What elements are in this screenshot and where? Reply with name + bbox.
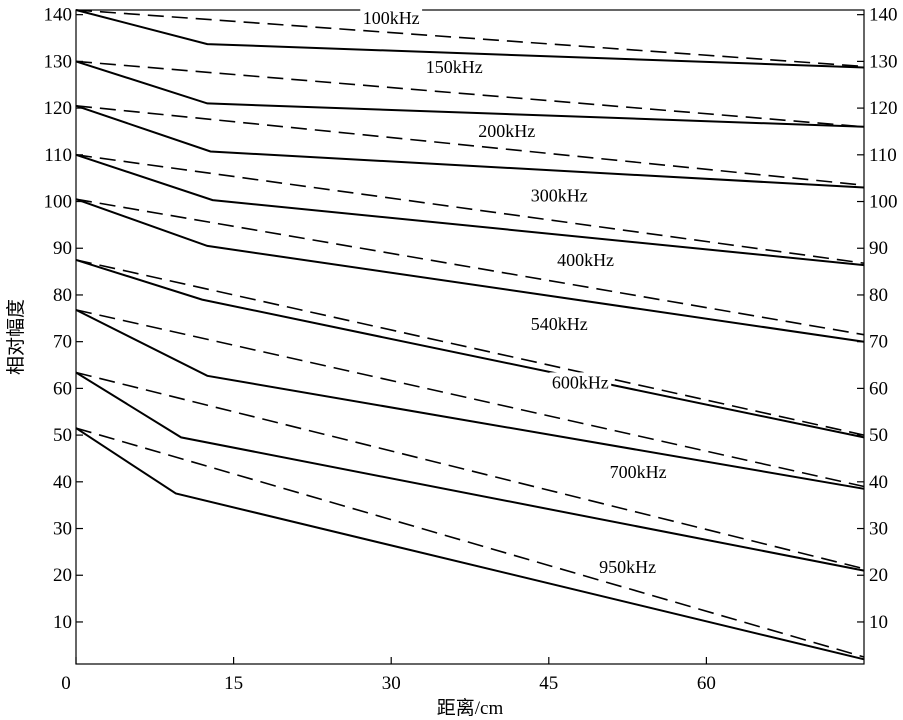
series-label: 950kHz xyxy=(599,557,656,577)
series-label-background xyxy=(607,462,670,484)
series-line-solid xyxy=(75,198,865,343)
x-tick-label: 60 xyxy=(697,673,716,694)
x-tick-label: 30 xyxy=(382,673,401,694)
series-line-solid xyxy=(75,104,865,189)
x-tick-label: 45 xyxy=(539,673,558,694)
series-line-dashed xyxy=(75,427,865,658)
y-axis-ticks: 10 10 20 20 30 30 40 40 50 50 60 60 70 70 80 80 90 90 100 1… xyxy=(44,5,898,633)
series-label: 400kHz xyxy=(557,250,614,270)
y-tick-label-right: 90 xyxy=(869,238,888,259)
y-tick-label-right: 120 xyxy=(869,98,898,119)
y-tick-label-left: 100 xyxy=(44,192,73,213)
y-axis-title: 相对幅度 xyxy=(5,299,27,375)
y-tick-label-left: 140 xyxy=(44,5,73,26)
series-line-dashed xyxy=(75,154,865,264)
y-tick-label-right: 50 xyxy=(869,425,888,446)
x-axis-ticks: 0 15 30 45 60 xyxy=(61,657,716,694)
series-line-dashed xyxy=(75,259,865,436)
series-label-background xyxy=(554,249,617,271)
y-tick-label-right: 110 xyxy=(869,145,897,166)
series-line-dashed xyxy=(75,60,865,128)
series-label-background xyxy=(596,556,659,578)
series-label-background xyxy=(423,57,486,79)
y-tick-label-left: 130 xyxy=(44,51,73,72)
series-line-solid xyxy=(75,371,865,572)
series-label: 300kHz xyxy=(531,186,588,206)
series-label: 700kHz xyxy=(610,462,667,482)
series-label: 200kHz xyxy=(478,121,535,141)
series-line-solid xyxy=(75,258,865,439)
y-tick-label-right: 100 xyxy=(869,192,898,213)
series-line-solid xyxy=(75,427,865,661)
series-labels: 100kHz 150kHz 200kHz 300kHz 400kHz 540kHz 600k… xyxy=(360,8,670,578)
series-line-solid xyxy=(75,153,865,267)
series-label: 150kHz xyxy=(426,57,483,77)
y-tick-label-right: 30 xyxy=(869,519,888,540)
series-label-background xyxy=(528,185,591,207)
y-tick-label-right: 80 xyxy=(869,285,888,306)
series-line-solid xyxy=(75,9,865,69)
series-label-background xyxy=(549,372,612,394)
y-tick-label-right: 60 xyxy=(869,378,888,399)
series-line-dashed xyxy=(75,9,865,68)
plot-frame xyxy=(75,9,865,665)
series-line-dashed xyxy=(75,198,865,336)
y-tick-label-right: 130 xyxy=(869,51,898,72)
series-label-background xyxy=(475,121,538,143)
series-label-background xyxy=(528,313,591,335)
y-tick-label-right: 20 xyxy=(869,565,888,586)
y-tick-label-left: 20 xyxy=(53,565,72,586)
series-line-solid xyxy=(75,60,865,128)
y-tick-label-left: 10 xyxy=(53,612,72,633)
y-tick-label-left: 60 xyxy=(53,378,72,399)
series-label: 100kHz xyxy=(363,8,420,28)
series-line-solid xyxy=(75,309,865,490)
series-label-background xyxy=(360,8,423,30)
series-line-dashed xyxy=(75,105,865,186)
x-tick-label: 0 xyxy=(61,673,71,694)
y-tick-label-left: 110 xyxy=(44,145,72,166)
y-tick-label-left: 40 xyxy=(53,472,72,493)
x-axis-title: 距离/cm xyxy=(437,697,504,719)
y-tick-label-left: 30 xyxy=(53,519,72,540)
y-tick-label-right: 10 xyxy=(869,612,888,633)
y-tick-label-right: 140 xyxy=(869,5,898,26)
series-label: 600kHz xyxy=(552,372,609,392)
x-tick-label: 15 xyxy=(224,673,243,694)
y-tick-label-right: 70 xyxy=(869,332,888,353)
y-tick-label-left: 50 xyxy=(53,425,72,446)
y-tick-label-left: 70 xyxy=(53,332,72,353)
y-tick-label-left: 120 xyxy=(44,98,73,119)
y-tick-label-left: 90 xyxy=(53,238,72,259)
series-lines xyxy=(75,9,865,661)
y-tick-label-left: 80 xyxy=(53,285,72,306)
y-tick-label-right: 40 xyxy=(869,472,888,493)
series-label: 540kHz xyxy=(531,314,588,334)
series-line-dashed xyxy=(75,309,865,488)
series-line-dashed xyxy=(75,371,865,570)
